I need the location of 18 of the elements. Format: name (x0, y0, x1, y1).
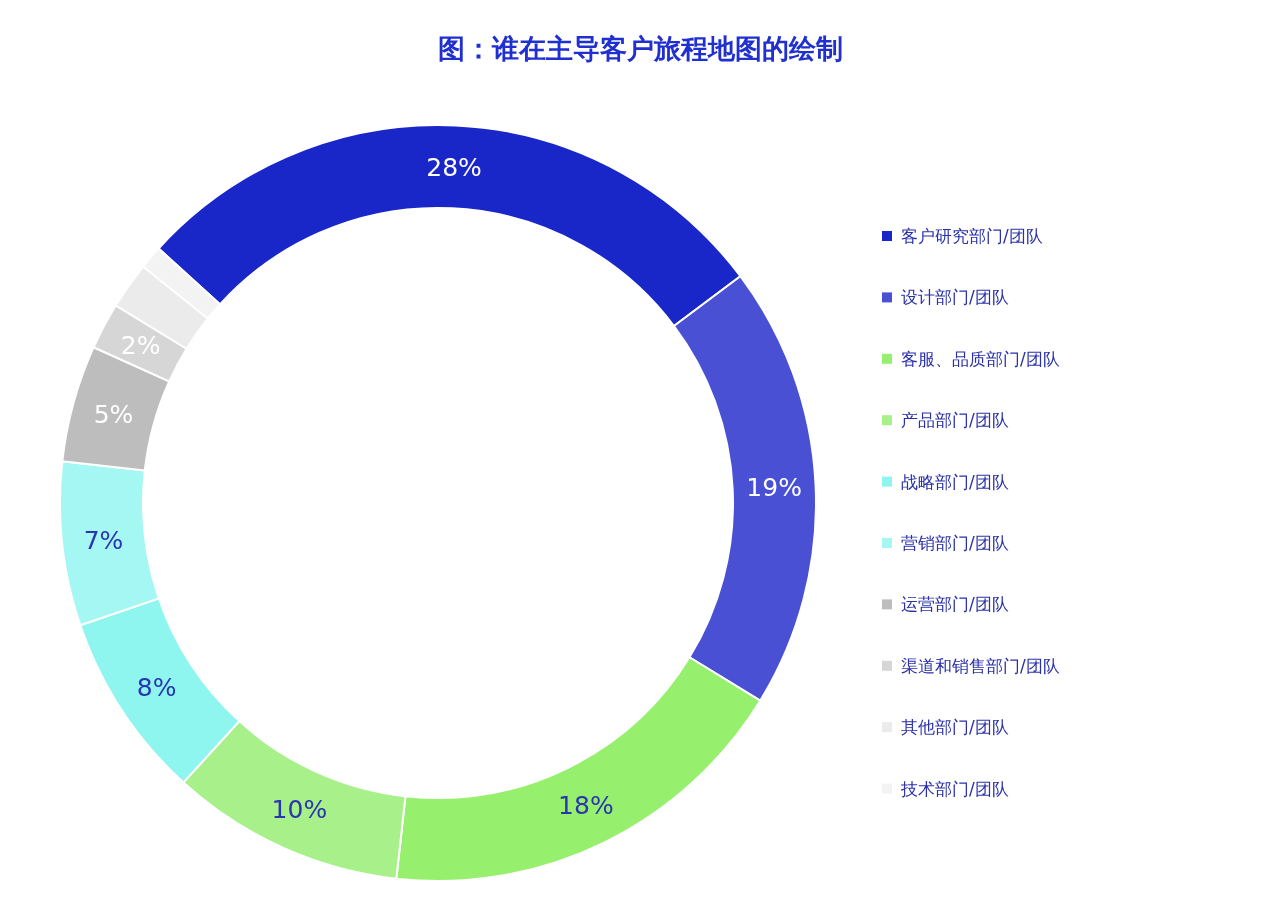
data-label: 10% (271, 795, 328, 825)
data-label: 18% (558, 791, 614, 821)
legend-label: 技术部门/团队 (900, 778, 1009, 799)
legend-label: 运营部门/团队 (901, 594, 1009, 615)
data-label: 7% (83, 525, 124, 555)
data-label: 8% (136, 673, 177, 703)
data-label: 28% (426, 152, 482, 182)
chart-title: 图：谁在主导客户旅程地图的绘制 (437, 33, 843, 64)
legend-label: 客服、品质部门/团队 (901, 348, 1060, 369)
data-label: 19% (746, 473, 802, 503)
data-label: 5% (93, 399, 134, 429)
legend-label: 设计部门/团队 (901, 287, 1009, 308)
legend-label: 渠道和销售部门/团队 (901, 655, 1060, 676)
legend-label: 营销部门/团队 (901, 532, 1009, 553)
legend-label: 战略部门/团队 (901, 471, 1009, 492)
legend-label: 其他部门/团队 (901, 717, 1009, 738)
legend-label: 产品部门/团队 (901, 410, 1009, 431)
legend-label: 客户研究部门/团队 (901, 225, 1043, 246)
